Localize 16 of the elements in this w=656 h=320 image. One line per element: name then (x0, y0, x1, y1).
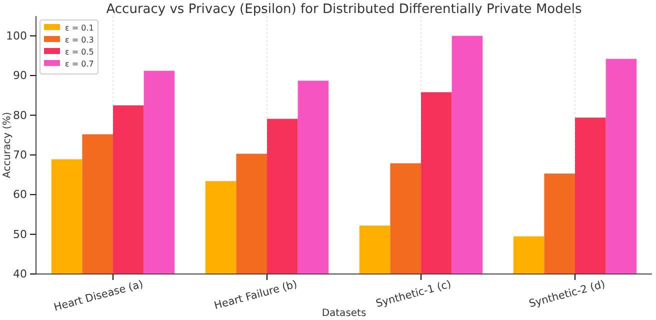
y-tick-label: 60 (13, 188, 27, 202)
y-tick-label: 50 (13, 228, 27, 241)
legend-label: ε = 0.5 (65, 48, 94, 56)
legend-label: ε = 0.7 (65, 60, 94, 68)
x-axis-title: Datasets (322, 308, 366, 319)
chart-title: Accuracy vs Privacy (Epsilon) for Distributed Differentially Private Models (106, 2, 582, 17)
y-tick-label: 70 (13, 148, 27, 162)
x-tick-label: Heart Disease (a) (52, 278, 144, 314)
legend-label: ε = 0.3 (65, 36, 94, 44)
x-tick-label: Heart Failure (b) (212, 278, 298, 312)
legend-label: ε = 0.1 (65, 24, 94, 32)
y-tick-label: 80 (13, 108, 27, 122)
y-tick-label: 40 (13, 268, 27, 281)
y-tick-label: 100 (6, 29, 27, 42)
y-tick-label: 90 (13, 69, 27, 82)
y-axis-title: Accuracy (%) (2, 112, 13, 178)
